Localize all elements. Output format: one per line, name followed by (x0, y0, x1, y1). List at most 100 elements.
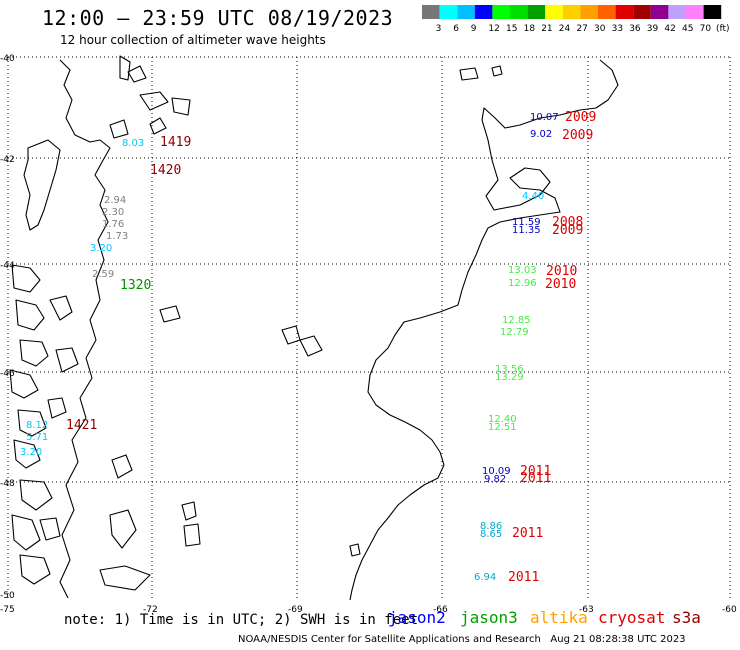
wave-height-label: 3.20 (90, 243, 112, 254)
legend-cryosat: cryosat (598, 608, 666, 627)
wave-height-label: 12.51 (488, 422, 517, 433)
pass-time-label: 2008 (552, 215, 583, 230)
coastline (9, 55, 619, 601)
colorbar-label: 27 (576, 24, 587, 34)
colorbar-label: 24 (559, 24, 571, 34)
legend-altika: altika (530, 608, 588, 627)
lon-label: -66 (433, 605, 448, 615)
wave-height-label: 12.96 (508, 278, 537, 289)
wave-height-label: 9.02 (530, 129, 552, 140)
colorbar-label: 9 (471, 24, 477, 34)
wave-height-label: 11.35 (512, 225, 541, 236)
colorbar-swatch (439, 5, 458, 19)
colorbar-label: 36 (629, 24, 641, 34)
wave-height-label: 8.86 (480, 521, 502, 532)
page-subtitle: 12 hour collection of altimeter wave hei… (60, 33, 326, 47)
legend-jason2: jason2 (388, 608, 446, 627)
footer-note: note: 1) Time is in UTC; 2) SWH is in fe… (64, 612, 419, 628)
colorbar-swatch (422, 5, 440, 19)
wave-height-label: 3.20 (20, 447, 42, 458)
colorbar-label: 12 (488, 24, 499, 34)
colorbar-swatch (527, 5, 546, 19)
page-title: 12:00 — 23:59 UTC 08/19/2023 (42, 6, 394, 30)
lat-label: -44 (0, 261, 15, 271)
colorbar-swatch (668, 5, 686, 19)
wave-height-label: 10.09 (482, 466, 511, 477)
pass-time-label: 2009 (552, 223, 583, 238)
credits: NOAA/NESDIS Center for Satellite Applica… (238, 634, 686, 645)
colorbar-swatch (598, 5, 616, 19)
colorbar-label: 21 (541, 24, 552, 34)
lon-label: -63 (579, 605, 594, 615)
lon-label: -75 (0, 605, 15, 615)
colorbar-swatch (650, 5, 669, 19)
colorbar-swatch (457, 5, 475, 19)
latitude-labels: -40 -42 -44 -46 -48 -50 (0, 54, 15, 601)
colorbar-swatch (686, 5, 704, 19)
lat-label: -50 (0, 591, 15, 601)
wave-height-label: 8.03 (122, 138, 144, 149)
colorbar-label: 70 (700, 24, 712, 34)
wave-height-label: 11.59 (512, 217, 541, 228)
legend-jason3: jason3 (460, 608, 518, 627)
wave-height-label: 2.30 (102, 207, 124, 218)
colorbar-label: 33 (612, 24, 623, 34)
pass-time-label: 1320 (120, 278, 151, 293)
colorbar-swatch (545, 5, 563, 19)
wave-height-label: 12.79 (500, 327, 529, 338)
colorbar-label: 18 (524, 24, 536, 34)
pass-time-label: 2011 (520, 464, 551, 479)
colorbar-swatch (474, 5, 493, 19)
wave-height-label: 12.40 (488, 414, 517, 425)
colorbar-label: 42 (664, 24, 675, 34)
colorbar-label: 15 (506, 24, 517, 34)
lat-label: -42 (0, 155, 15, 165)
wave-height-label: 2.59 (92, 269, 114, 280)
wave-height-label: 9.82 (484, 474, 506, 485)
pass-time-label: 1420 (150, 163, 181, 178)
pass-time-label: 2011 (520, 471, 551, 486)
lat-label: -46 (0, 369, 15, 379)
wave-height-label: 13.03 (508, 265, 537, 276)
lat-label: -40 (0, 54, 15, 64)
colorbar-swatch (580, 5, 598, 19)
pass-time-label: 2009 (565, 110, 596, 125)
colorbar-swatch (492, 5, 510, 19)
pass-time-label: 2010 (546, 264, 577, 279)
wave-height-label: 8.65 (480, 529, 502, 540)
colorbar-swatch (510, 5, 528, 19)
pass-time-label: 2011 (512, 526, 543, 541)
pass-time-labels: 2009200914191420200820092010201013202011… (66, 110, 596, 585)
wave-height-label: 1.73 (106, 231, 128, 242)
pass-time-label: 1419 (160, 135, 191, 150)
colorbar-label: 30 (594, 24, 606, 34)
colorbar-swatch (703, 5, 722, 19)
colorbar-swatch (562, 5, 581, 19)
colorbar-swatch (615, 5, 634, 19)
colorbar-label: 3 (436, 24, 442, 34)
wave-height-label: 6.94 (474, 572, 496, 583)
pass-time-label: 2011 (508, 570, 539, 585)
colorbar-label: 6 (453, 24, 459, 34)
wave-height-label: 13.56 (495, 364, 524, 375)
wave-height-label: 13.29 (495, 372, 524, 383)
pass-time-label: 1421 (66, 418, 97, 433)
wave-height-label: 4.40 (522, 191, 544, 202)
colorbar-label: 45 (682, 24, 693, 34)
colorbar-swatch (633, 5, 651, 19)
wave-height-label: 8.12 (26, 420, 48, 431)
legend-s3a: s3a (672, 608, 701, 627)
pass-time-label: 2010 (545, 277, 576, 292)
wave-height-label: 1.76 (102, 219, 124, 230)
wave-height-label: 2.94 (104, 195, 126, 206)
wave-height-label: 12.85 (502, 315, 531, 326)
graticule (7, 56, 731, 600)
lon-label: -72 (143, 605, 158, 615)
wave-height-labels: 10.079.028.032.942.301.761.733.202.594.4… (20, 112, 559, 583)
wave-height-label: 5.71 (26, 432, 48, 443)
colorbar-unit: (ft) (716, 24, 730, 34)
wave-height-label: 10.07 (530, 112, 559, 123)
pass-time-label: 2009 (562, 128, 593, 143)
longitude-labels: -75 -72 -69 -66 -63 -60 (0, 605, 737, 615)
